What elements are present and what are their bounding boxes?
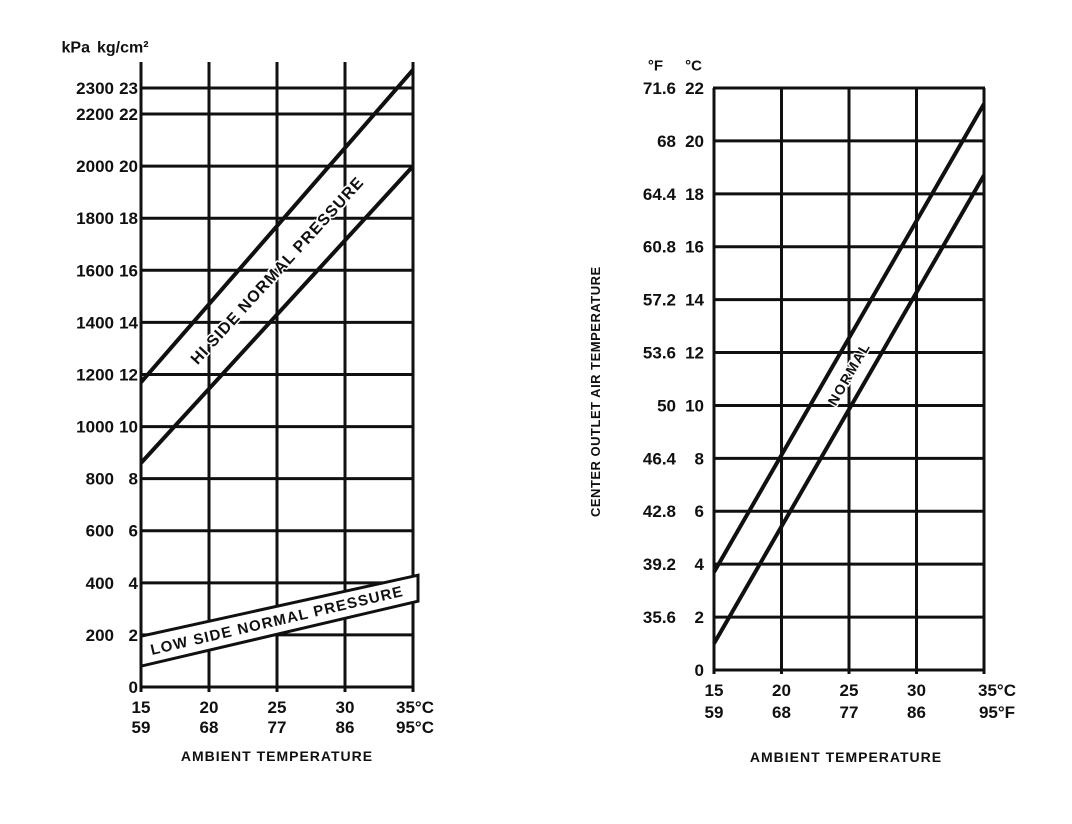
y-tick-label: 22	[685, 79, 704, 98]
y-tick-label: 39.2	[643, 555, 676, 574]
y-tick-label: 8	[129, 470, 138, 489]
x-axis-title-outlet-temp-chart: AMBIENT TEMPERATURE	[749, 749, 943, 765]
x-tick-label: 35°C	[396, 698, 434, 717]
x-tick-label: 25	[840, 681, 859, 700]
x-tick-label: 68	[772, 703, 791, 722]
x-tick-label: 20	[200, 698, 219, 717]
y-tick-label: 1200	[76, 365, 114, 384]
y-tick-label: 1800	[76, 209, 114, 228]
x-tick-label: 35°C	[978, 681, 1016, 700]
y-tick-label: 20	[685, 132, 704, 151]
x-tick-label: 30	[336, 698, 355, 717]
y-tick-label: 42.8	[643, 502, 676, 521]
x-tick-label: 95°F	[979, 703, 1015, 722]
y-tick-label: 4	[129, 574, 139, 593]
y-tick-label: 16	[685, 238, 704, 257]
y-tick-label: 14	[119, 313, 138, 332]
y-tick-label: 68	[657, 132, 676, 151]
y-tick-label: 12	[119, 365, 138, 384]
x-tick-label: 77	[268, 718, 287, 737]
x-tick-label: 15	[132, 698, 151, 717]
x-tick-label: 68	[200, 718, 219, 737]
y-tick-label: 10	[685, 396, 704, 415]
x-axis-title-pressure-chart: AMBIENT TEMPERATURE	[180, 748, 374, 764]
y-tick-label: 12	[685, 343, 704, 362]
x-tick-label: 77	[840, 703, 859, 722]
x-tick-label: 86	[907, 703, 926, 722]
y-tick-label: 2300	[76, 79, 114, 98]
y-tick-label: 2000	[76, 157, 114, 176]
x-tick-label: 59	[705, 703, 724, 722]
y-tick-label: 60.8	[643, 238, 676, 257]
y-tick-label: 18	[685, 185, 704, 204]
y-unit-header: °F	[648, 57, 663, 74]
y-tick-label: 400	[86, 574, 114, 593]
y-tick-label: 22	[119, 105, 138, 124]
x-tick-label: 15	[705, 681, 724, 700]
y-unit-header: kg/cm²	[97, 40, 149, 57]
y-tick-label: 1000	[76, 418, 114, 437]
y-tick-label: 71.6	[643, 79, 676, 98]
y-unit-header: kPa	[62, 40, 91, 57]
band-lower-line-normal	[712, 174, 986, 645]
y-tick-label: 46.4	[643, 449, 677, 468]
y-tick-label: 800	[86, 470, 114, 489]
y-tick-label: 200	[86, 626, 114, 645]
band-upper-line-normal	[712, 102, 986, 574]
y-tick-label: 1400	[76, 313, 114, 332]
x-tick-label: 95°C	[396, 718, 434, 737]
band-upper-line-hi-side-normal-pressure	[139, 68, 415, 384]
y-tick-label: 6	[695, 502, 704, 521]
y-tick-label: 18	[119, 209, 138, 228]
x-tick-label: 20	[772, 681, 791, 700]
y-tick-label: 53.6	[643, 343, 676, 362]
y-tick-label: 16	[119, 261, 138, 280]
x-tick-label: 25	[268, 698, 287, 717]
y-tick-label: 23	[119, 79, 138, 98]
y-tick-label: 2	[129, 626, 138, 645]
y-axis-title-center-outlet-air-temperature: CENTER OUTLET AIR TEMPERATURE	[588, 266, 603, 518]
y-tick-label: 57.2	[643, 291, 676, 310]
y-tick-label: 35.6	[643, 608, 676, 627]
y-tick-label: 8	[695, 449, 704, 468]
y-tick-label: 14	[685, 291, 704, 310]
y-tick-label: 10	[119, 418, 138, 437]
x-tick-label: 59	[132, 718, 151, 737]
band-lower-line-hi-side-normal-pressure	[139, 164, 415, 465]
x-tick-label: 30	[907, 681, 926, 700]
y-tick-label: 1600	[76, 261, 114, 280]
y-tick-label: 50	[657, 396, 676, 415]
y-unit-header: °C	[685, 57, 702, 74]
y-tick-label: 0	[695, 661, 704, 680]
x-tick-label: 86	[336, 718, 355, 737]
y-tick-label: 20	[119, 157, 138, 176]
y-tick-label: 2200	[76, 105, 114, 124]
y-tick-label: 6	[129, 522, 138, 541]
y-tick-label: 4	[695, 555, 705, 574]
y-tick-label: 64.4	[643, 185, 677, 204]
y-tick-label: 600	[86, 522, 114, 541]
y-tick-label: 2	[695, 608, 704, 627]
y-tick-label: 0	[129, 678, 138, 697]
band-ribbon-low-side-normal-pressure	[139, 573, 420, 669]
